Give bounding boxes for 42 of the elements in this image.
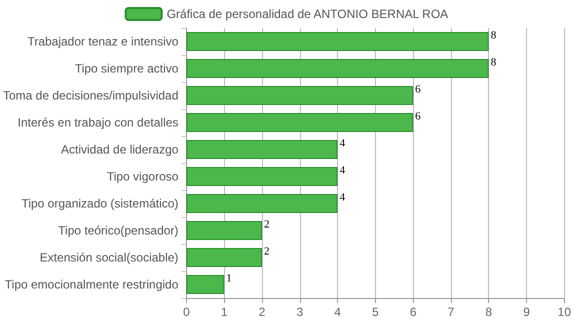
bar: [186, 113, 414, 132]
y-tick-label: Tipo vigoroso: [106, 170, 179, 184]
x-tick-label: 8: [485, 305, 492, 319]
y-tick-label: Tipo organizado (sistemático): [21, 196, 178, 210]
data-label: 6: [415, 110, 422, 122]
y-tick-label: Extensión social(sociable): [40, 250, 178, 264]
x-tick-label: 6: [410, 305, 417, 319]
data-label: 4: [340, 164, 346, 176]
bar: [186, 275, 224, 294]
y-tick-label: Tipo emocionalmente restringido: [4, 278, 179, 292]
data-label: 8: [490, 30, 497, 42]
data-label: 1: [226, 272, 232, 284]
data-label: 2: [264, 246, 270, 258]
y-tick-label: Tipo siempre activo: [74, 62, 179, 76]
data-label: 4: [340, 138, 346, 150]
x-tick-label: 9: [523, 305, 530, 319]
y-tick-label: Trabajador tenaz e intensivo: [27, 34, 179, 48]
bar: [186, 59, 489, 78]
data-label: 4: [340, 192, 346, 204]
data-label: 6: [415, 84, 422, 96]
bar: [186, 86, 414, 105]
bar: [186, 32, 489, 51]
y-tick-label: Tipo teórico(pensador): [58, 224, 178, 238]
legend-label: Gráfica de personalidad de ANTONIO BERNAL ROA: [166, 7, 448, 21]
x-tick-label: 10: [558, 305, 572, 319]
bar: [186, 248, 262, 267]
x-tick-label: 0: [183, 305, 190, 319]
data-label: 8: [490, 56, 497, 68]
bar: [186, 221, 262, 240]
x-tick-label: 7: [448, 305, 455, 319]
x-tick-label: 1: [220, 305, 228, 319]
data-label: 2: [264, 218, 270, 230]
x-tick-label: 4: [334, 305, 342, 319]
x-tick-label: 3: [296, 305, 304, 319]
x-tick-label: 5: [372, 305, 380, 319]
bar: [186, 194, 338, 213]
y-tick-label: Actividad de liderazgo: [61, 142, 179, 156]
y-tick-label: Toma de decisiones/impulsividad: [2, 88, 178, 102]
x-tick-label: 2: [258, 305, 266, 319]
bar: [186, 167, 338, 186]
y-tick-label: Interés en trabajo con detalles: [18, 116, 178, 130]
bar: [186, 140, 338, 159]
